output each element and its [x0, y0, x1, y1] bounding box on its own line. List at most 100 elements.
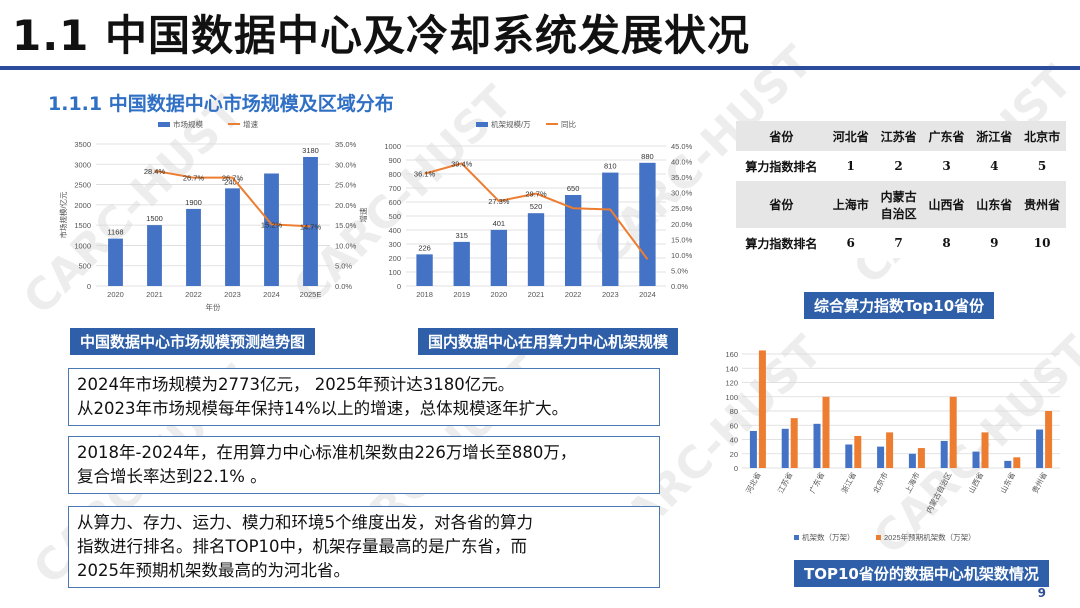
bar-value-label: 1900	[185, 198, 202, 207]
x-tick-label: 江苏省	[775, 470, 795, 495]
legend-label: 同比	[561, 119, 576, 129]
bar	[950, 397, 957, 468]
x-tick-label: 2018	[416, 290, 433, 299]
x-tick-label: 2020	[491, 290, 508, 299]
x-tick-label: 北京市	[870, 470, 890, 495]
y-tick-label: 500	[78, 262, 91, 271]
table-cell: 10	[1018, 228, 1066, 258]
summary-line: 2024年市场规模为2773亿元， 2025年预计达3180亿元。	[77, 373, 651, 397]
summary-line: 2025年预期机架数最高的为河北省。	[77, 559, 651, 583]
table-cell: 江苏省	[875, 121, 923, 151]
bar	[854, 436, 861, 468]
y-axis-label: 市场规模/亿元	[58, 191, 68, 239]
y-tick-label: 100	[725, 393, 738, 402]
bar	[639, 163, 655, 286]
line-value-label: 27.3%	[488, 197, 510, 206]
ranking-table-caption: 综合算力指数Top10省份	[804, 292, 994, 319]
bar	[918, 448, 925, 468]
market-size-chart-caption: 中国数据中心市场规模预测趋势图	[70, 328, 315, 355]
legend-label: 2025年预期机架数（万架）	[884, 532, 976, 542]
table-cell: 河北省	[827, 121, 875, 151]
legend-swatch	[876, 535, 881, 540]
table-cell: 7	[875, 228, 923, 258]
y-tick-label: 100	[388, 268, 401, 277]
table-cell: 6	[827, 228, 875, 258]
bar	[147, 225, 162, 286]
market-size-summary: 2024年市场规模为2773亿元， 2025年预计达3180亿元。 从2023年…	[68, 368, 660, 426]
table-cell: 2	[875, 151, 923, 181]
line-value-label: 14.7%	[300, 222, 322, 231]
x-tick-label: 山东省	[998, 470, 1018, 495]
y-tick-label: 40	[730, 436, 738, 445]
bar	[941, 441, 948, 468]
rack-growth-summary: 2018年-2024年，在用算力中心标准机架数由226万增长至880万， 复合增…	[68, 436, 660, 494]
summary-line: 复合增长率达到22.1% 。	[77, 465, 651, 489]
y-tick-label: 120	[725, 379, 738, 388]
table-cell: 1	[827, 151, 875, 181]
y-tick-label: 0	[87, 282, 91, 291]
y-tick-label: 600	[388, 198, 401, 207]
y-tick-label: 400	[388, 226, 401, 235]
y-tick-label: 2500	[74, 181, 91, 190]
table-cell: 山东省	[970, 181, 1018, 228]
bar-value-label: 1500	[146, 214, 163, 223]
bar-value-label: 3180	[302, 146, 319, 155]
bar	[491, 230, 507, 286]
y-tick-label: 20	[730, 450, 738, 459]
bar-value-label: 315	[455, 231, 468, 240]
bar-value-label: 226	[418, 243, 431, 252]
page-title: 1.1 中国数据中心及冷却系统发展状况	[12, 2, 750, 63]
line-value-label: 15.2%	[261, 220, 283, 229]
table-cell: 山西省	[923, 181, 971, 228]
x-tick-label: 上海市	[902, 470, 922, 495]
table-cell: 北京市	[1018, 121, 1066, 151]
y2-tick-label: 30.0%	[671, 189, 693, 198]
x-tick-label: 2021	[528, 290, 545, 299]
y-tick-label: 160	[725, 350, 738, 359]
y-tick-label: 0	[397, 282, 401, 291]
y2-tick-label: 30.0%	[335, 160, 357, 169]
ranking-summary: 从算力、存力、运力、模力和环境5个维度出发，对各省的算力 指数进行排名。排名TO…	[68, 506, 660, 588]
line-value-label: 26.7%	[183, 174, 205, 183]
y-tick-label: 2000	[74, 201, 91, 210]
y2-tick-label: 0.0%	[671, 282, 688, 291]
bar	[602, 173, 618, 286]
section-heading: 1.1.1 中国数据中心市场规模及区域分布	[48, 89, 394, 116]
y-tick-label: 700	[388, 184, 401, 193]
bar	[264, 173, 279, 286]
y2-tick-label: 25.0%	[335, 181, 357, 190]
line-value-label: 36.1%	[414, 170, 436, 179]
x-tick-label: 广东省	[807, 470, 827, 495]
y2-tick-label: 15.0%	[335, 221, 357, 230]
table-row: 省份 河北省 江苏省 广东省 浙江省 北京市	[736, 121, 1066, 151]
x-tick-label: 2025E	[300, 290, 322, 299]
x-tick-label: 山西省	[966, 470, 986, 495]
line-value-label: 39.4%	[451, 159, 473, 168]
y-tick-label: 200	[388, 254, 401, 263]
table-cell: 浙江省	[970, 121, 1018, 151]
x-tick-label: 内蒙古自治区	[924, 470, 954, 515]
summary-line: 2018年-2024年，在用算力中心标准机架数由226万增长至880万，	[77, 441, 651, 465]
market-size-chart: 0 500 1000 1500 2000 2500 3000 3500 0.0% 5.0% 10.0…	[40, 118, 380, 318]
table-cell: 贵州省	[1018, 181, 1066, 228]
x-tick-label: 2023	[602, 290, 619, 299]
legend-swatch	[794, 535, 799, 540]
bar-value-label: 401	[493, 219, 506, 228]
y-tick-label: 800	[388, 170, 401, 179]
bar	[186, 209, 201, 286]
y2-tick-label: 35.0%	[335, 140, 357, 149]
y2-tick-label: 35.0%	[671, 173, 693, 182]
y-tick-label: 3500	[74, 140, 91, 149]
y2-tick-label: 5.0%	[335, 262, 352, 271]
y-tick-label: 80	[730, 407, 738, 416]
line-value-label: 28.4%	[144, 167, 166, 176]
y-tick-label: 1000	[384, 142, 401, 151]
bar	[886, 432, 893, 468]
y2-tick-label: 10.0%	[335, 241, 357, 250]
bar	[454, 242, 470, 286]
y-tick-label: 900	[388, 156, 401, 165]
y2-tick-label: 15.0%	[671, 235, 693, 244]
bar	[750, 431, 757, 468]
y2-tick-label: 10.0%	[671, 251, 693, 260]
y-tick-label: 500	[388, 212, 401, 221]
